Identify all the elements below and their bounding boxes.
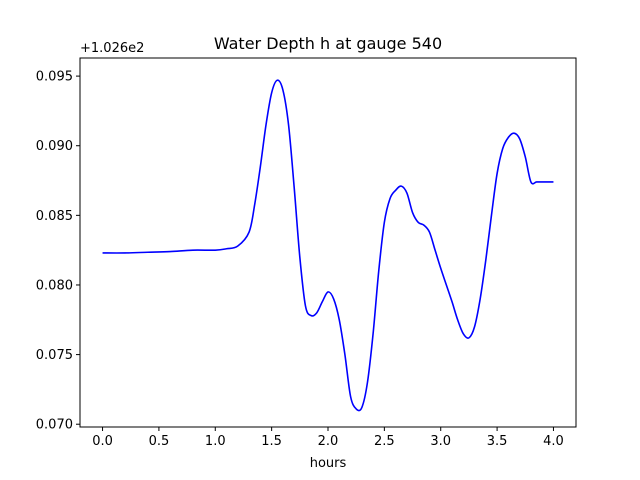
y-tick-label: 0.090 <box>36 139 73 154</box>
axes-frame <box>79 57 577 428</box>
y-axis-ticks: 0.070 0.075 0.080 0.085 0.090 0.095 <box>36 70 80 433</box>
y-offset-label: +1.026e2 <box>80 41 144 56</box>
x-axis-ticks: 0.0 0.5 1.0 1.5 2.0 2.5 3.0 3.5 4.0 <box>92 427 564 449</box>
plot-area <box>102 79 554 412</box>
x-tick-label: 4.0 <box>543 434 564 449</box>
x-axis-label: hours <box>310 456 347 471</box>
x-tick-label: 3.5 <box>487 434 508 449</box>
y-tick-label: 0.080 <box>36 278 73 293</box>
y-tick-label: 0.095 <box>36 70 73 85</box>
chart-title: Water Depth h at gauge 540 <box>214 34 442 53</box>
x-tick-label: 2.5 <box>374 434 395 449</box>
x-tick-label: 3.0 <box>430 434 451 449</box>
x-tick-label: 2.0 <box>318 434 339 449</box>
y-tick-label: 0.085 <box>36 209 73 224</box>
x-tick-label: 0.5 <box>149 434 170 449</box>
x-tick-label: 1.5 <box>261 434 282 449</box>
x-tick-label: 1.0 <box>205 434 226 449</box>
series-line-0 <box>102 79 554 412</box>
x-tick-label: 0.0 <box>92 434 113 449</box>
y-tick-label: 0.070 <box>36 418 73 433</box>
y-tick-label: 0.075 <box>36 348 73 363</box>
